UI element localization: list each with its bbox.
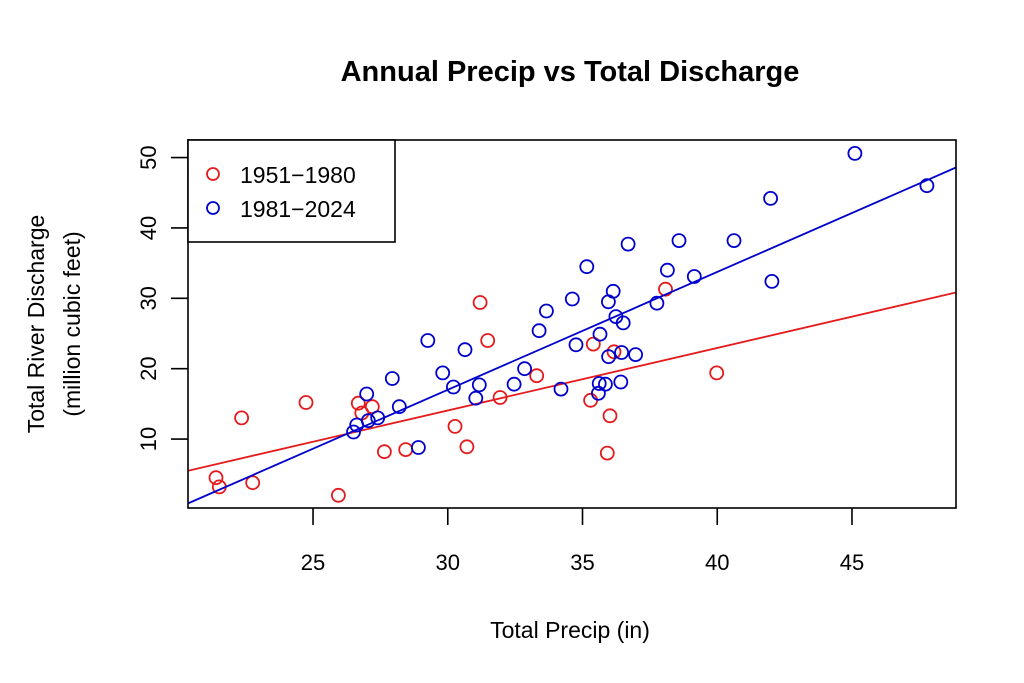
data-point-1951-1980 xyxy=(376,444,392,460)
y-tick-label: 50 xyxy=(136,145,161,169)
data-point-1981-2024 xyxy=(592,326,608,342)
data-point-1981-2024 xyxy=(471,377,487,393)
x-tick-label: 25 xyxy=(301,550,325,575)
data-point-1981-2024 xyxy=(568,337,584,353)
fit-line-1981-2024 xyxy=(188,166,956,505)
data-point-1951-1980 xyxy=(472,295,488,310)
data-point-1951-1980 xyxy=(234,410,250,426)
data-point-1981-2024 xyxy=(598,376,613,392)
plot-area xyxy=(188,145,956,505)
data-point-1951-1980 xyxy=(298,395,314,410)
data-point-1951-1980 xyxy=(330,487,346,503)
data-point-1981-2024 xyxy=(384,371,400,386)
data-point-1981-2024 xyxy=(613,374,629,390)
data-point-1981-2024 xyxy=(628,347,643,363)
data-point-1981-2024 xyxy=(468,390,484,406)
x-axis: 25 30 35 40 45 xyxy=(301,508,864,575)
data-point-1981-2024 xyxy=(847,145,863,161)
data-point-1981-2024 xyxy=(726,233,742,249)
y-tick-label: 30 xyxy=(136,286,161,310)
data-point-1981-2024 xyxy=(649,295,665,311)
x-tick-label: 45 xyxy=(840,550,864,575)
y-tick-label: 40 xyxy=(136,216,161,240)
data-point-1981-2024 xyxy=(553,381,569,397)
data-point-1951-1980 xyxy=(602,408,618,424)
legend-box xyxy=(187,139,396,243)
data-point-1981-2024 xyxy=(531,323,547,339)
plot-frame xyxy=(187,139,957,509)
data-point-1951-1980 xyxy=(447,418,463,434)
data-point-1981-2024 xyxy=(620,236,636,252)
legend-marker-1951-1980 xyxy=(206,167,220,181)
y-axis-label-line2: (million cubic feet) xyxy=(59,231,85,416)
data-point-1951-1980 xyxy=(208,470,224,486)
legend-label-1951-1980: 1951−1980 xyxy=(240,162,356,188)
data-point-1981-2024 xyxy=(601,349,616,365)
data-point-1951-1980 xyxy=(350,395,366,411)
data-point-1981-2024 xyxy=(391,399,407,415)
y-axis-label-line1: Total River Discharge xyxy=(23,215,49,434)
legend-label-1981-2024: 1981−2024 xyxy=(240,196,356,222)
data-point-1981-2024 xyxy=(564,291,580,307)
data-point-1951-1980 xyxy=(583,392,598,408)
data-point-1981-2024 xyxy=(919,178,935,194)
data-point-1951-1980 xyxy=(398,442,414,458)
data-point-1981-2024 xyxy=(359,386,375,402)
data-point-1951-1980 xyxy=(585,336,601,352)
data-point-1981-2024 xyxy=(671,233,687,249)
data-point-1951-1980 xyxy=(529,368,545,384)
legend-marker-1981-2024 xyxy=(206,201,220,215)
y-tick-label: 10 xyxy=(136,427,161,451)
data-point-1981-2024 xyxy=(410,440,426,455)
data-point-1981-2024 xyxy=(539,303,554,319)
chart-title: Annual Precip vs Total Discharge xyxy=(341,56,800,88)
x-axis-label: Total Precip (in) xyxy=(490,617,650,643)
data-point-1981-2024 xyxy=(506,376,522,392)
data-point-1981-2024 xyxy=(420,333,436,348)
data-point-1981-2024 xyxy=(360,413,376,429)
data-point-1981-2024 xyxy=(457,342,473,358)
data-point-1981-2024 xyxy=(591,385,606,401)
x-tick-label: 30 xyxy=(436,550,460,575)
data-point-1951-1980 xyxy=(599,445,615,461)
legend: 1951−1980 1981−2024 xyxy=(187,139,396,243)
data-point-1981-2024 xyxy=(764,273,780,289)
data-point-1981-2024 xyxy=(517,361,532,377)
data-point-1951-1980 xyxy=(480,333,496,348)
data-point-1981-2024 xyxy=(615,315,631,331)
data-point-1981-2024 xyxy=(605,283,621,299)
data-point-1951-1980 xyxy=(245,475,261,491)
data-point-1981-2024 xyxy=(591,376,607,391)
y-tick-label: 20 xyxy=(136,356,161,380)
data-point-1951-1980 xyxy=(709,365,725,381)
data-point-1981-2024 xyxy=(614,345,629,360)
data-point-1981-2024 xyxy=(579,259,595,275)
data-point-1951-1980 xyxy=(459,439,475,455)
data-point-1981-2024 xyxy=(660,262,675,278)
x-tick-label: 40 xyxy=(705,550,729,575)
data-point-1981-2024 xyxy=(346,424,361,440)
data-point-1981-2024 xyxy=(763,190,778,206)
y-axis: 10 20 30 40 50 xyxy=(136,145,188,451)
data-point-1981-2024 xyxy=(445,379,461,395)
data-point-1951-1980 xyxy=(658,281,673,297)
data-point-1981-2024 xyxy=(435,365,451,381)
data-point-1981-2024 xyxy=(686,269,702,284)
fit-line-1951-1980 xyxy=(188,291,956,472)
x-tick-label: 35 xyxy=(570,550,594,575)
